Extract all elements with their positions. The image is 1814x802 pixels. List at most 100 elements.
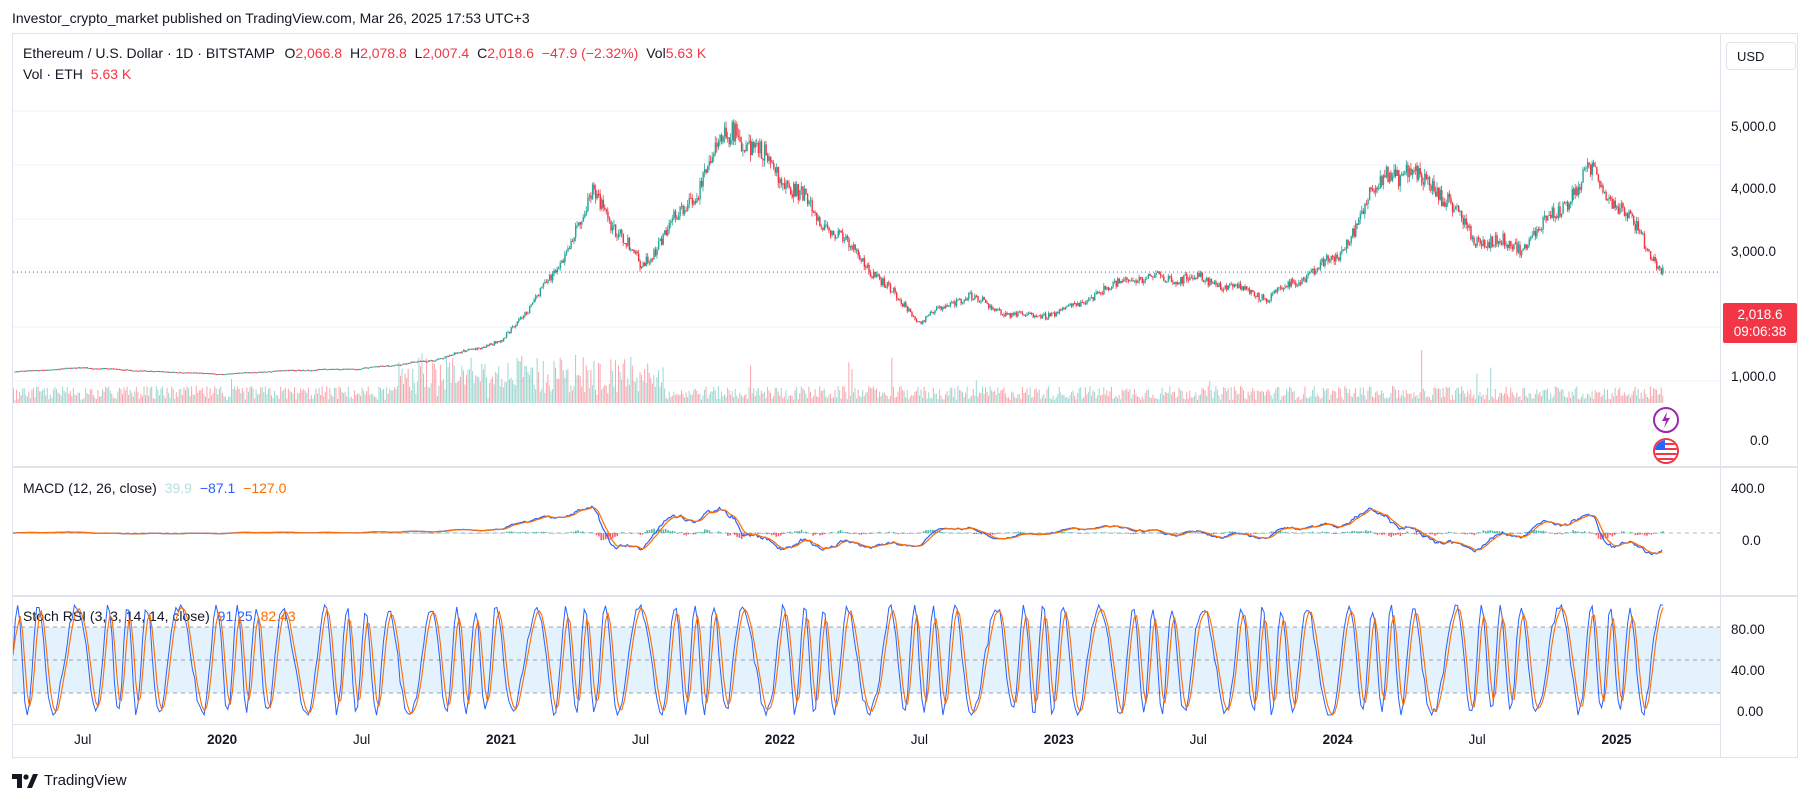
- candle-body: [1083, 302, 1085, 304]
- candle-body: [705, 169, 707, 173]
- volume-bar: [115, 398, 117, 403]
- macd-hist-bar: [1081, 533, 1084, 534]
- macd-hist-bar: [959, 533, 962, 534]
- volume-bar: [1427, 396, 1429, 403]
- volume-bar: [1258, 391, 1260, 403]
- stoch-pane[interactable]: [13, 597, 1720, 723]
- candle-body: [264, 371, 267, 373]
- macd-hist-bar: [1625, 532, 1627, 534]
- currency-button[interactable]: USD: [1726, 42, 1796, 70]
- pane-separator-stoch[interactable]: [12, 595, 1798, 597]
- candle-body: [1281, 288, 1283, 290]
- candle-body: [1497, 241, 1500, 244]
- volume-bar: [103, 391, 105, 403]
- candle-body: [1385, 166, 1388, 178]
- macd-hist-bar: [763, 532, 766, 534]
- candle-body: [1072, 303, 1074, 306]
- symbol-legend[interactable]: Ethereum / U.S. Dollar · 1D · BITSTAMP O…: [23, 45, 706, 61]
- volume-bar: [251, 386, 253, 403]
- volume-bar: [1616, 395, 1618, 403]
- candle-body: [1629, 210, 1632, 214]
- stoch-legend[interactable]: Stoch RSI (3, 3, 14, 14, close) 91.25 82…: [23, 608, 296, 624]
- volume-bar: [1087, 391, 1089, 403]
- candle-body: [323, 368, 325, 370]
- macd-hist-bar: [291, 533, 294, 534]
- macd-hist-bar: [475, 533, 478, 534]
- candle-body: [1026, 314, 1028, 316]
- macd-hist-bar: [63, 532, 66, 534]
- volume-bar: [1147, 389, 1149, 403]
- candle-body: [1582, 169, 1584, 183]
- macd-pane[interactable]: [13, 468, 1720, 595]
- candle-body: [716, 142, 718, 148]
- macd-hist-bar: [756, 533, 759, 535]
- volume-bar: [1605, 399, 1607, 403]
- volume-bar: [1021, 387, 1023, 403]
- candle-body: [691, 198, 694, 205]
- candle-body: [504, 337, 506, 339]
- macd-hist-bar: [796, 531, 798, 533]
- candle-body: [1310, 270, 1312, 272]
- volume-bar: [667, 399, 669, 403]
- volume-bar: [380, 388, 382, 403]
- candle-body: [507, 331, 509, 333]
- volume-bar: [691, 394, 693, 403]
- macd-legend[interactable]: MACD (12, 26, close) 39.9 −87.1 −127.0: [23, 480, 286, 496]
- candle-body: [195, 372, 198, 374]
- macd-hist-bar: [1399, 533, 1402, 537]
- volume-bar: [865, 392, 867, 403]
- us-flag-icon[interactable]: [1653, 438, 1679, 464]
- pane-separator-macd[interactable]: [12, 466, 1798, 468]
- candle-body: [1210, 278, 1213, 283]
- candle-body: [1333, 256, 1336, 262]
- candle-body: [36, 370, 38, 372]
- volume-bar: [723, 394, 725, 403]
- volume-bar: [997, 387, 999, 403]
- macd-hist-bar: [752, 533, 754, 534]
- volume-bar: [442, 379, 444, 403]
- volume-bar: [231, 379, 233, 403]
- candle-body: [98, 368, 101, 370]
- lightning-icon[interactable]: [1653, 407, 1679, 433]
- volume-legend[interactable]: Vol · ETH 5.63 K: [23, 66, 131, 82]
- candle-body: [1223, 289, 1225, 291]
- volume-bar: [94, 397, 96, 403]
- macd-hist-bar: [634, 532, 637, 534]
- macd-hist-bar: [902, 533, 904, 534]
- volume-bar: [459, 376, 461, 403]
- candle-body: [869, 272, 872, 277]
- candle-body: [817, 217, 820, 221]
- volume-bar: [951, 387, 953, 403]
- tradingview-logo[interactable]: TradingView: [12, 772, 127, 789]
- macd-hist-bar: [961, 533, 964, 534]
- macd-hist-bar: [793, 531, 796, 533]
- chart-frame[interactable]: [12, 33, 1798, 758]
- volume-bar: [211, 395, 213, 403]
- candlesticks: [14, 119, 1664, 376]
- candle-body: [570, 240, 572, 249]
- volume-bar: [1499, 392, 1501, 403]
- volume-bar: [823, 388, 825, 403]
- volume-bar: [1517, 397, 1519, 403]
- volume-bar: [1577, 398, 1579, 403]
- macd-hist-bar: [674, 531, 676, 533]
- candle-body: [673, 211, 675, 219]
- candle-body: [1580, 182, 1583, 191]
- candle-body: [1468, 226, 1471, 228]
- volume-bar: [1557, 387, 1559, 403]
- candle-body: [739, 136, 741, 142]
- macd-hist-bar: [1365, 530, 1367, 533]
- time-axis[interactable]: Jul 2020 Jul 2021 Jul 2022 Jul 2023 Jul 2024 Jul 20…: [12, 724, 1721, 758]
- candle-body: [134, 370, 136, 372]
- macd-hist-bar: [1372, 532, 1374, 533]
- volume-bar: [846, 399, 848, 403]
- macd-hist-bar: [1279, 531, 1282, 533]
- candle-body: [895, 292, 898, 299]
- volume-bar: [900, 386, 902, 403]
- price-pane[interactable]: [13, 34, 1720, 465]
- volume-bar: [1163, 395, 1165, 403]
- candle-body: [149, 370, 152, 372]
- candle-body: [809, 200, 812, 202]
- candle-body: [848, 238, 850, 248]
- volume-bar: [1057, 394, 1059, 403]
